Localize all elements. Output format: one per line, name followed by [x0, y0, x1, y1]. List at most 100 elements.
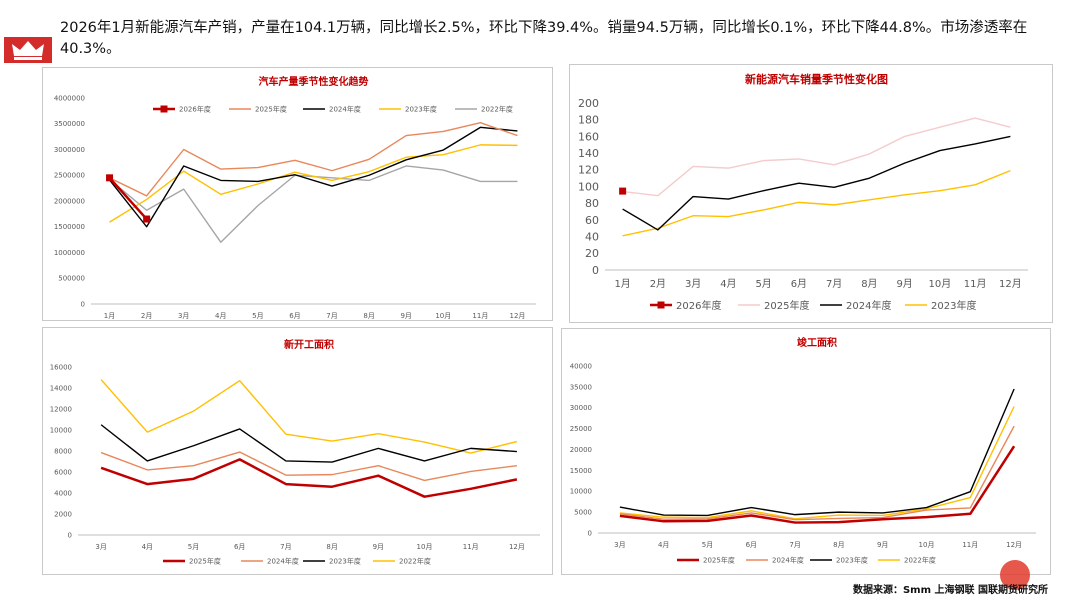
y-tick-label: 30000: [570, 404, 592, 412]
x-tick-label: 11月: [962, 541, 978, 549]
y-tick-label: 10000: [570, 488, 592, 496]
legend-label: 2025年度: [703, 556, 735, 565]
x-tick-label: 8月: [861, 278, 877, 290]
chart-title: 汽车产量季节性变化趋势: [259, 75, 369, 88]
nev-sales-chart: 新能源汽车销量季节性变化图 0 20 40 60 80 100 120 140 160 180 200…: [578, 72, 1028, 312]
chart-title: 新开工面积: [284, 338, 334, 351]
y-tick-label: 0: [68, 531, 72, 539]
y-tick-label: 120: [578, 164, 599, 177]
legend-label: 2024年度: [329, 105, 361, 114]
legend-label: 2025年度: [764, 299, 809, 312]
legend-label: 2026年度: [179, 105, 211, 114]
series-marker-2026年度: [619, 187, 627, 195]
x-tick-label: 6月: [746, 541, 757, 549]
x-tick-label: 11月: [472, 312, 488, 320]
x-tick-label: 8月: [363, 312, 374, 320]
chart-title: 竣工面积: [797, 336, 837, 349]
x-tick-label: 4月: [215, 312, 226, 320]
x-tick-label: 12月: [999, 278, 1022, 290]
legend-marker: [657, 301, 665, 309]
x-tick-label: 1月: [614, 278, 630, 290]
legend-label: 2023年度: [931, 299, 976, 312]
x-tick-label: 3月: [178, 312, 189, 320]
y-tick-label: 2500000: [54, 172, 85, 180]
x-tick-label: 1月: [104, 312, 115, 320]
chart-panel-production: 汽车产量季节性变化趋势 0 500000 1000000 1500000 2000000 2…: [42, 67, 553, 321]
production-chart: 汽车产量季节性变化趋势 0 500000 1000000 1500000 2000000 2…: [54, 75, 536, 320]
chart-title: 新能源汽车销量季节性变化图: [745, 72, 888, 86]
legend-label: 2024年度: [267, 557, 299, 566]
legend-label: 2022年度: [904, 556, 936, 565]
x-tick-label: 9月: [400, 312, 411, 320]
chart-panel-nev-sales: 新能源汽车销量季节性变化图 0 20 40 60 80 100 120 140 160 180 200…: [569, 64, 1053, 323]
x-tick-label: 8月: [833, 541, 844, 549]
x-tick-label: 7月: [826, 278, 842, 290]
y-tick-label: 2000: [54, 510, 72, 518]
x-tick-label: 6月: [791, 278, 807, 290]
y-tick-label: 0: [588, 529, 592, 537]
new-construction-chart: 新开工面积 0 2000 4000 6000 8000 10000 12000 14000 160…: [50, 338, 540, 566]
y-tick-label: 6000: [54, 468, 72, 476]
legend-label: 2023年度: [405, 105, 437, 114]
x-tick-label: 7月: [280, 543, 291, 551]
chart-panel-new-construction: 新开工面积 0 2000 4000 6000 8000 10000 12000 14000 160…: [42, 327, 553, 575]
y-tick-label: 15000: [570, 467, 592, 475]
y-tick-label: 10000: [50, 426, 72, 434]
completion-chart: 竣工面积 0 5000 10000 15000 20000 25000 30000 35000 4…: [570, 336, 1036, 565]
x-tick-label: 3月: [614, 541, 625, 549]
y-tick-label: 2000000: [54, 197, 85, 205]
y-tick-label: 8000: [54, 447, 72, 455]
y-tick-label: 3000000: [54, 146, 85, 154]
crown-logo-icon: [4, 37, 52, 63]
y-tick-label: 40000: [570, 362, 592, 370]
x-tick-label: 12月: [509, 312, 525, 320]
x-tick-label: 11月: [463, 543, 479, 551]
series-marker-2026年度: [143, 215, 151, 223]
series-marker-2026年度: [106, 174, 114, 182]
x-tick-label: 4月: [142, 543, 153, 551]
legend-label: 2025年度: [255, 105, 287, 114]
y-tick-label: 0: [81, 300, 85, 308]
x-tick-label: 12月: [509, 543, 525, 551]
y-tick-label: 500000: [58, 275, 85, 283]
x-tick-label: 2月: [141, 312, 152, 320]
x-tick-label: 10月: [919, 541, 935, 549]
legend-label: 2026年度: [676, 299, 721, 312]
x-tick-label: 5月: [252, 312, 263, 320]
x-tick-label: 12月: [1006, 541, 1022, 549]
series-line-2024年度: [622, 135, 1011, 231]
legend-label: 2025年度: [189, 557, 221, 566]
series-line-2024年度: [619, 425, 1015, 521]
x-tick-label: 7月: [326, 312, 337, 320]
series-line-2023年度: [622, 169, 1011, 237]
y-tick-label: 20: [585, 247, 599, 260]
series-line-2022年度: [100, 379, 518, 454]
y-tick-label: 1500000: [54, 223, 85, 231]
x-tick-label: 5月: [702, 541, 713, 549]
x-tick-label: 7月: [789, 541, 800, 549]
series-line-2024年度: [100, 451, 517, 482]
y-tick-label: 16000: [50, 363, 72, 371]
y-tick-label: 35000: [570, 383, 592, 391]
x-tick-label: 8月: [326, 543, 337, 551]
series-line-2024年度: [108, 126, 518, 228]
y-tick-label: 3500000: [54, 120, 85, 128]
legend-label: 2022年度: [481, 105, 513, 114]
series-line-2023年度: [100, 424, 517, 463]
x-tick-label: 3月: [95, 543, 106, 551]
y-tick-label: 25000: [570, 425, 592, 433]
series-line-2022年度: [109, 165, 518, 243]
x-tick-label: 9月: [877, 541, 888, 549]
headline-text: 2026年1月新能源汽车产销，产量在104.1万辆，同比增长2.5%，环比下降3…: [60, 20, 1028, 57]
legend-label: 2024年度: [846, 299, 891, 312]
y-tick-label: 60: [585, 214, 599, 227]
y-tick-label: 5000: [574, 509, 592, 517]
series-line-2025年度: [622, 117, 1011, 197]
series-line-2025年度: [100, 458, 518, 498]
x-tick-label: 5月: [188, 543, 199, 551]
chart-panel-completion: 竣工面积 0 5000 10000 15000 20000 25000 30000 35000 4…: [561, 328, 1051, 575]
x-tick-label: 10月: [435, 312, 451, 320]
y-tick-label: 1000000: [54, 249, 85, 257]
x-tick-label: 3月: [685, 278, 701, 290]
y-tick-label: 20000: [570, 446, 592, 454]
